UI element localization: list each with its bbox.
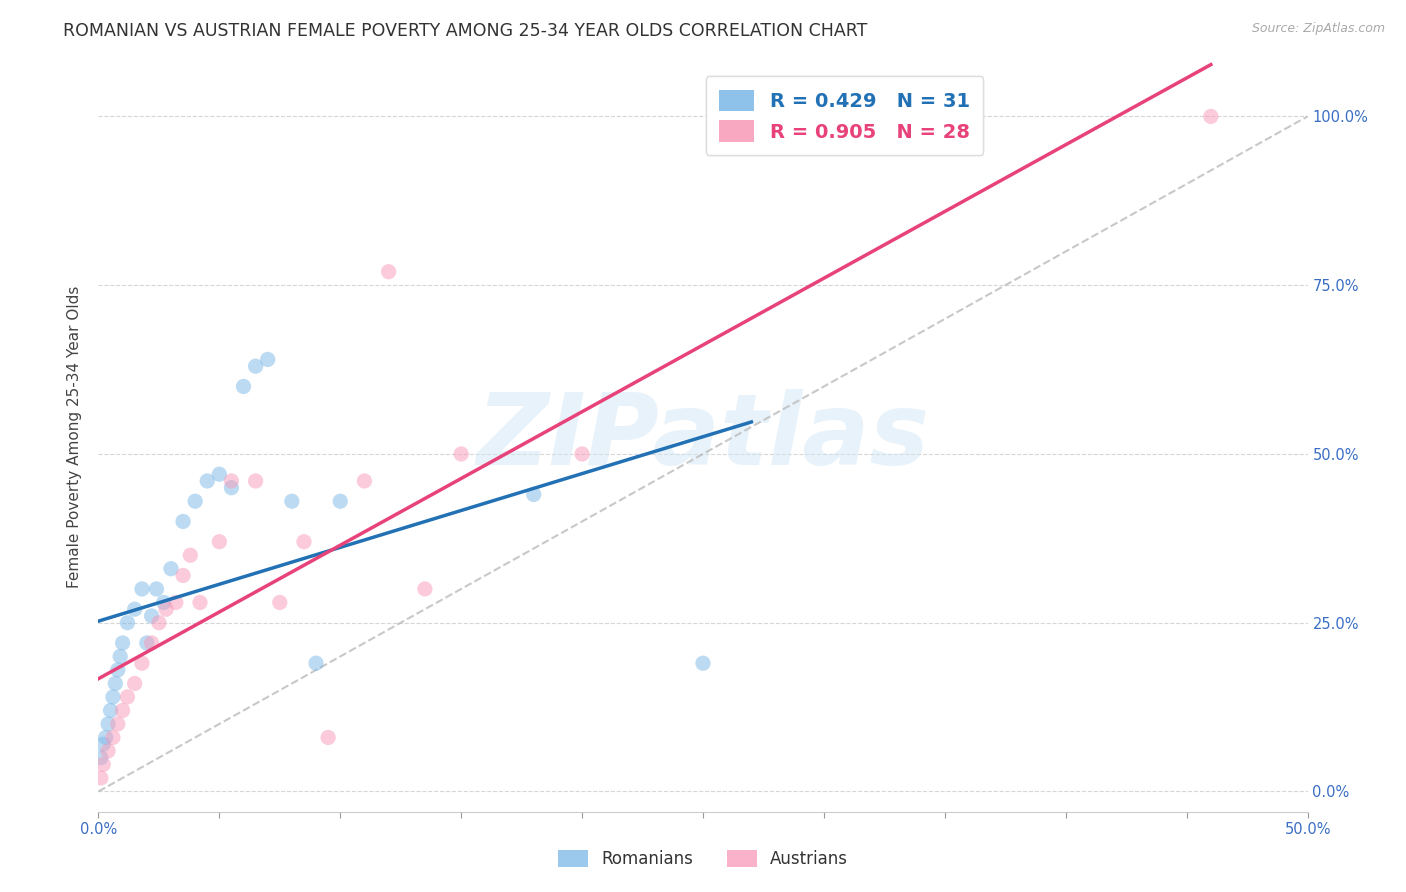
Legend: Romanians, Austrians: Romanians, Austrians [551, 843, 855, 875]
Point [107, 663, 129, 677]
Point [353, 474, 375, 488]
Legend: R = 0.429   N = 31, R = 0.905   N = 28: R = 0.429 N = 31, R = 0.905 N = 28 [706, 76, 983, 155]
Point [107, 717, 129, 731]
Point [94, 731, 117, 745]
Point [104, 676, 127, 690]
Point [145, 582, 167, 596]
Point [97, 717, 120, 731]
Point [131, 657, 153, 671]
Point [195, 474, 218, 488]
Point [208, 534, 231, 549]
Point [97, 744, 120, 758]
Point [111, 636, 134, 650]
Point [316, 731, 339, 745]
Point [124, 676, 146, 690]
Point [101, 690, 124, 704]
Point [100, 703, 122, 717]
Point [377, 265, 399, 279]
Point [256, 352, 278, 367]
Point [155, 602, 177, 616]
Point [292, 534, 315, 549]
Point [208, 467, 231, 482]
Point [165, 595, 187, 609]
Point [188, 595, 211, 609]
Point [269, 595, 291, 609]
Point [91, 737, 114, 751]
Point [90, 750, 112, 764]
Point [450, 447, 472, 461]
Point [141, 636, 163, 650]
Point [523, 487, 546, 501]
Point [221, 481, 243, 495]
Point [172, 515, 194, 529]
Point [141, 609, 163, 624]
Point [91, 757, 114, 772]
Point [101, 731, 124, 745]
Point [160, 562, 183, 576]
Point [221, 474, 243, 488]
Point [329, 494, 352, 508]
Point [135, 636, 157, 650]
Point [413, 582, 436, 596]
Point [172, 568, 194, 582]
Point [281, 494, 304, 508]
Point [692, 657, 714, 671]
Text: Source: ZipAtlas.com: Source: ZipAtlas.com [1251, 22, 1385, 36]
Point [179, 548, 201, 562]
Y-axis label: Female Poverty Among 25-34 Year Olds: Female Poverty Among 25-34 Year Olds [67, 286, 83, 588]
Point [184, 494, 207, 508]
Point [148, 615, 170, 630]
Point [232, 379, 254, 393]
Point [111, 703, 134, 717]
Point [90, 771, 112, 785]
Point [152, 595, 174, 609]
Point [124, 602, 146, 616]
Point [108, 649, 131, 664]
Point [131, 582, 153, 596]
Text: ZIPatlas: ZIPatlas [477, 389, 929, 485]
Point [117, 615, 139, 630]
Point [245, 359, 267, 374]
Text: ROMANIAN VS AUSTRIAN FEMALE POVERTY AMONG 25-34 YEAR OLDS CORRELATION CHART: ROMANIAN VS AUSTRIAN FEMALE POVERTY AMON… [63, 22, 868, 40]
Point [1199, 110, 1222, 124]
Point [117, 690, 139, 704]
Point [305, 657, 328, 671]
Point [245, 474, 267, 488]
Point [571, 447, 593, 461]
